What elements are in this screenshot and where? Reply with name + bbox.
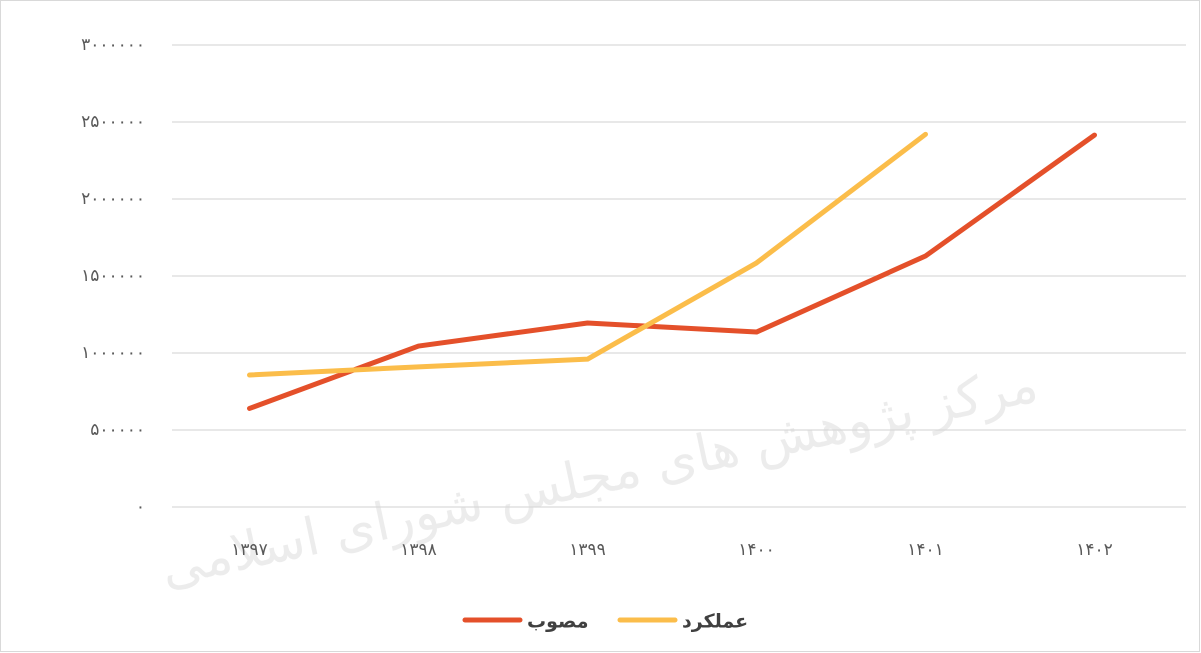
x-tick-label: ۱۳۹۸ — [400, 540, 437, 560]
legend-label: عملکرد — [682, 611, 748, 633]
x-tick-label: ۱۳۹۷ — [231, 540, 268, 560]
series-line — [247, 131, 928, 378]
y-tick-label: ۱۵۰۰۰۰۰ — [81, 266, 145, 286]
y-tick-label: ۰ — [136, 497, 145, 517]
y-tick-label: ۵۰۰۰۰۰ — [90, 420, 145, 440]
x-tick-label: ۱۳۹۹ — [569, 540, 606, 560]
y-tick-label: ۲۰۰۰۰۰۰ — [81, 189, 145, 209]
x-tick-label: ۱۴۰۲ — [1076, 540, 1113, 560]
x-tick-label: ۱۴۰۰ — [738, 540, 775, 560]
x-tick-label: ۱۴۰۱ — [907, 540, 944, 560]
series-line — [247, 132, 1097, 411]
y-tick-label: ۲۵۰۰۰۰۰ — [81, 112, 145, 132]
legend-label: مصوب — [527, 611, 589, 633]
y-tick-label: ۱۰۰۰۰۰۰ — [81, 343, 145, 363]
y-tick-label: ۳۰۰۰۰۰۰ — [81, 35, 145, 55]
